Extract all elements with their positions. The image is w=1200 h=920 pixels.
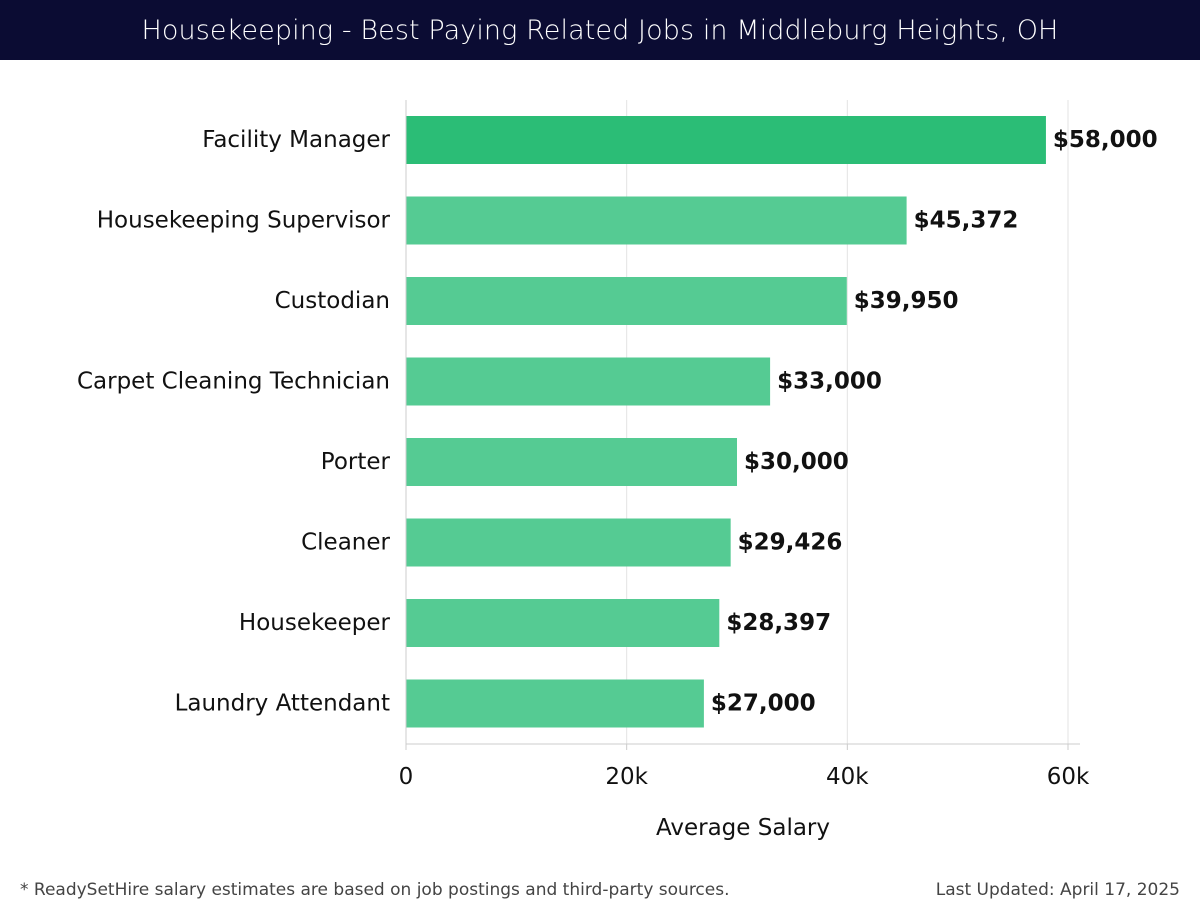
value-label-1: $45,372 [914,208,1019,234]
x-tick-label-2: 40k [826,764,869,790]
category-label-3: Carpet Cleaning Technician [77,369,390,395]
bar-0 [406,116,1046,164]
value-label-4: $30,000 [744,449,849,475]
x-tick-label-1: 20k [605,764,648,790]
bar-1 [406,196,907,245]
value-label-6: $28,397 [726,610,831,636]
category-label-4: Porter [321,449,391,475]
category-label-2: Custodian [275,288,390,314]
bar-2 [406,277,847,325]
category-label-1: Housekeeping Supervisor [97,208,391,234]
value-label-0: $58,000 [1053,127,1158,153]
bar-5 [406,518,731,567]
value-label-2: $39,950 [854,288,959,314]
category-label-6: Housekeeper [239,610,391,636]
footnote: * ReadySetHire salary estimates are base… [20,880,730,900]
bar-6 [406,599,720,647]
x-tick-label-3: 60k [1047,764,1090,790]
bar-3 [406,357,771,406]
category-label-7: Laundry Attendant [175,691,390,717]
value-label-3: $33,000 [777,369,882,395]
value-label-7: $27,000 [711,691,816,717]
title-bar: Housekeeping - Best Paying Related Jobs … [0,0,1200,60]
x-axis-title: Average Salary [656,815,830,841]
category-label-0: Facility Manager [202,127,390,153]
value-label-5: $29,426 [738,530,843,556]
chart-title: Housekeeping - Best Paying Related Jobs … [141,14,1059,46]
last-updated: Last Updated: April 17, 2025 [935,880,1180,900]
bar-7 [406,679,704,728]
category-label-5: Cleaner [301,530,390,556]
bar-4 [406,438,737,486]
x-tick-label-0: 0 [399,764,414,790]
